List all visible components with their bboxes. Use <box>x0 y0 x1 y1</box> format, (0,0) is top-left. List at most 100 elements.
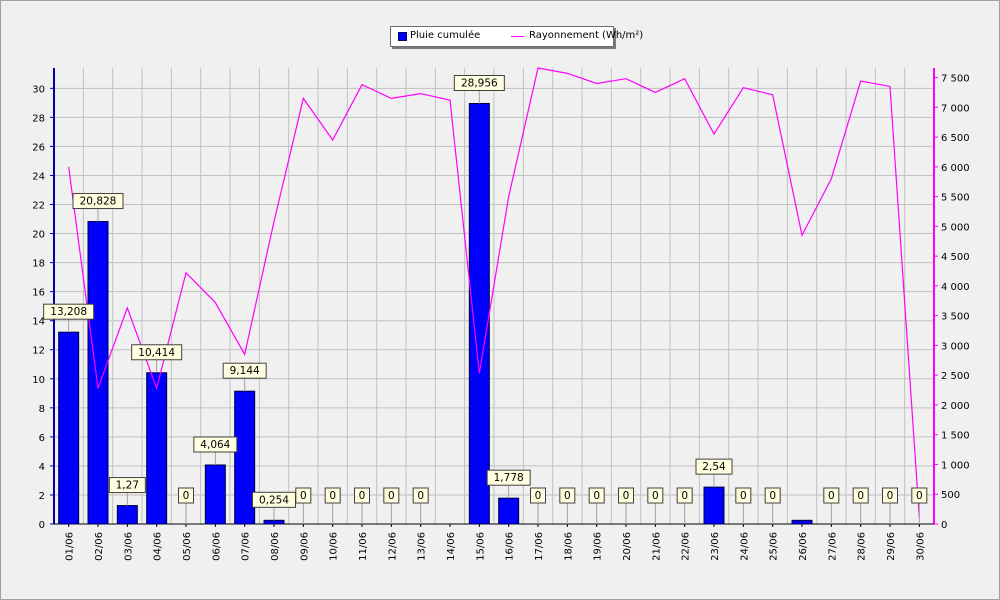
left-tick-label: 28 <box>32 113 45 124</box>
data-label: 9,144 <box>230 365 260 377</box>
legend-rain-swatch <box>398 32 407 41</box>
data-label-box <box>193 436 238 453</box>
x-tick-label: 19/06 <box>593 532 604 561</box>
data-label: 0 <box>564 490 571 502</box>
data-label: 20,828 <box>80 196 117 208</box>
data-label-box <box>882 487 898 504</box>
data-label: 0 <box>740 490 747 502</box>
data-label: 10,414 <box>138 347 175 359</box>
rain-bar <box>498 497 520 525</box>
data-label-box <box>453 74 505 91</box>
data-label: 4,064 <box>200 439 230 451</box>
x-tick-label: 25/06 <box>769 532 780 561</box>
data-label-box <box>588 487 605 504</box>
radiation-line <box>68 67 920 519</box>
left-tick-label: 30 <box>32 84 45 95</box>
x-tick-label: 23/06 <box>710 532 721 561</box>
rain-bar <box>204 464 226 525</box>
x-tick-label: 04/06 <box>153 532 164 561</box>
x-tick-label: 26/06 <box>798 532 809 561</box>
data-label-box <box>72 193 124 210</box>
rain-bar <box>703 486 725 525</box>
left-tick-label: 26 <box>32 142 45 153</box>
x-tick-label: 06/06 <box>211 532 222 561</box>
x-tick-label: 12/06 <box>387 532 398 561</box>
right-tick-label: 500 <box>941 490 960 501</box>
left-tick-label: 22 <box>32 201 45 212</box>
data-label: 1,778 <box>494 472 524 484</box>
x-tick-label: 14/06 <box>446 532 457 561</box>
right-tick-label: 1 000 <box>941 460 970 471</box>
x-tick-label: 18/06 <box>563 532 574 561</box>
data-label: 13,208 <box>50 306 87 318</box>
x-tick-label: 08/06 <box>270 532 281 561</box>
data-label-box <box>530 487 546 504</box>
data-label: 0 <box>359 490 366 502</box>
x-tick-label: 16/06 <box>505 532 516 561</box>
data-label: 28,956 <box>461 77 498 89</box>
x-tick-label: 07/06 <box>241 532 252 561</box>
left-tick-label: 20 <box>32 230 45 241</box>
left-tick-label: 18 <box>32 259 45 270</box>
right-tick-label: 6 500 <box>941 133 970 144</box>
left-tick-label: 4 <box>39 462 45 473</box>
data-label: 0 <box>593 490 600 502</box>
rain-bar <box>791 519 813 525</box>
x-tick-label: 05/06 <box>182 532 193 561</box>
x-tick-label: 15/06 <box>475 532 486 561</box>
data-label: 0 <box>417 490 424 502</box>
right-tick-label: 5 500 <box>941 193 970 204</box>
left-tick-label: 12 <box>32 346 45 357</box>
x-tick-label: 09/06 <box>299 532 310 561</box>
x-tick-label: 02/06 <box>94 532 105 561</box>
legend-radiation-label: Rayonnement (Wh/m²) <box>529 30 644 41</box>
right-tick-label: 4 000 <box>941 282 970 293</box>
right-tick-label: 2 500 <box>941 371 970 382</box>
rain-bar <box>116 505 138 525</box>
right-tick-label: 6 000 <box>941 163 970 174</box>
data-label-box <box>43 303 95 320</box>
x-tick-label: 01/06 <box>65 532 76 561</box>
data-label-box <box>676 487 693 504</box>
data-label: 2,54 <box>702 461 726 473</box>
data-label: 0 <box>769 490 776 502</box>
x-tick-label: 27/06 <box>827 532 838 561</box>
rain-bar <box>234 390 256 525</box>
right-tick-label: 1 500 <box>941 431 970 442</box>
data-label-box <box>735 487 752 504</box>
x-tick-label: 17/06 <box>534 532 545 561</box>
data-label-box <box>647 487 664 504</box>
data-label-box <box>852 487 869 504</box>
left-tick-label: 6 <box>39 433 45 444</box>
data-label: 0 <box>828 490 835 502</box>
rain-bar <box>263 519 285 525</box>
data-label-box <box>108 477 146 494</box>
data-label-box <box>486 469 531 486</box>
data-label-box <box>324 487 341 504</box>
data-label: 0 <box>652 490 659 502</box>
data-label-box <box>695 458 733 475</box>
data-label: 0 <box>300 490 307 502</box>
legend-rain-label: Pluie cumulée <box>410 30 481 41</box>
data-label-box <box>911 487 928 504</box>
data-label-box <box>412 487 429 504</box>
right-tick-label: 0 <box>941 520 947 531</box>
x-tick-label: 20/06 <box>622 532 633 561</box>
right-tick-label: 7 500 <box>941 74 970 85</box>
x-tick-label: 11/06 <box>358 532 369 561</box>
rain-bar <box>58 331 80 525</box>
right-tick-label: 3 000 <box>941 341 970 352</box>
x-tick-label: 22/06 <box>681 532 692 561</box>
data-label-box <box>764 487 781 504</box>
left-tick-label: 24 <box>32 171 45 182</box>
x-tick-label: 24/06 <box>739 532 750 561</box>
rain-bar <box>87 221 109 525</box>
data-label-box <box>131 344 183 361</box>
data-label: 0 <box>681 490 688 502</box>
data-label: 0 <box>623 490 630 502</box>
rain-bar <box>146 372 168 525</box>
left-tick-label: 2 <box>39 491 45 502</box>
right-tick-label: 2 000 <box>941 401 970 412</box>
